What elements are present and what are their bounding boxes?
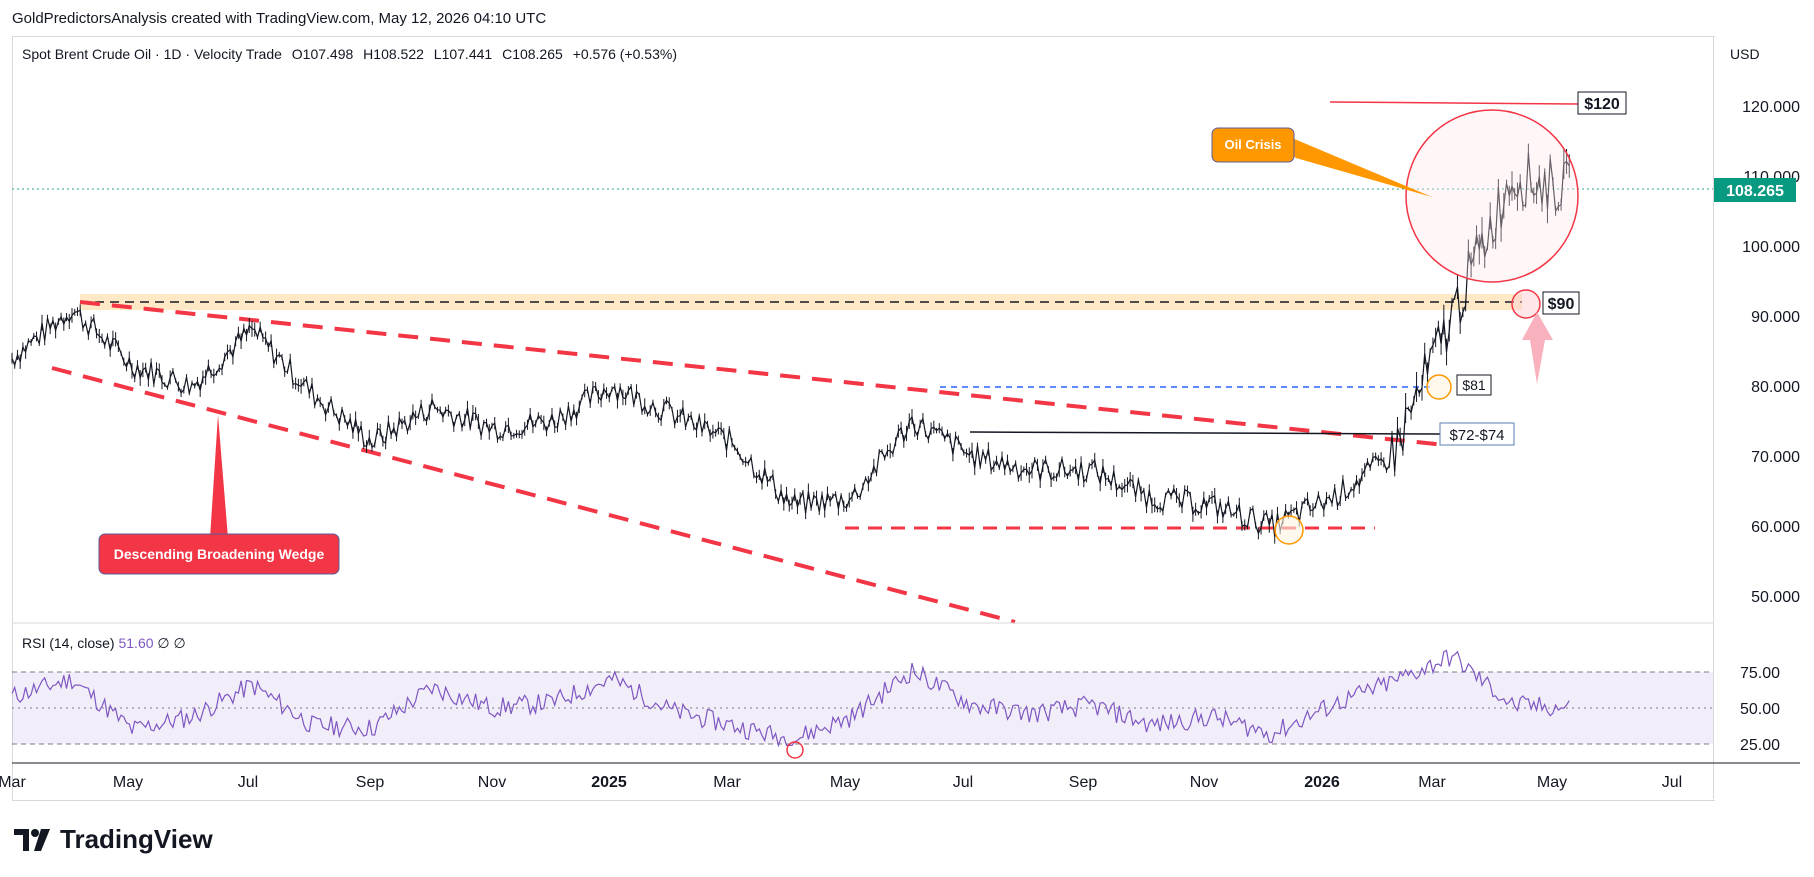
crisis-circle (1405, 109, 1579, 283)
rsi-axis: 75.00 50.00 25.00 (1740, 665, 1780, 754)
rsi-series (11, 649, 1570, 748)
rsi-tick-label: 75.00 (1740, 665, 1780, 682)
chart-frame (12, 36, 1715, 801)
price-tick-label: 120.000 (1742, 99, 1800, 116)
rsi-legend[interactable]: RSI (14, close) 51.60 ∅ ∅ (22, 635, 186, 652)
symbol-name[interactable]: Spot Brent Crude Oil · 1D · Velocity Tra… (22, 46, 282, 62)
ohlc-open: O107.498 (291, 46, 354, 62)
time-tick-label: Sep (356, 774, 385, 791)
ohlc-change: +0.576 (+0.53%) (572, 46, 677, 62)
symbol-legend[interactable]: Spot Brent Crude Oil · 1D · Velocity Tra… (22, 46, 683, 62)
tradingview-logo[interactable]: TradingView (14, 824, 213, 855)
crisis-callout-text: Oil Crisis (1224, 137, 1281, 152)
wedge-lower-line (51, 366, 1016, 624)
crisis-callout[interactable] (1211, 127, 1295, 163)
time-tick-label: Jul (1662, 774, 1682, 791)
label-90[interactable]: $90 (1542, 291, 1580, 315)
label-120[interactable]: $120 (1577, 91, 1627, 115)
label-72-74[interactable]: $72-$74 (1439, 422, 1515, 446)
resistance-72-74-line (969, 431, 1441, 435)
retest-circle (1511, 289, 1541, 319)
time-tick-label: Sep (1069, 774, 1098, 791)
time-tick-label: Jul (238, 774, 258, 791)
wedge-callout-text: Descending Broadening Wedge (114, 546, 325, 562)
price-tick-label: 90.000 (1751, 309, 1800, 326)
resistance-120-line (1329, 101, 1579, 105)
price-tick-label: 50.000 (1751, 589, 1800, 606)
label-81[interactable]: $81 (1456, 374, 1492, 396)
bottom-circle (1274, 515, 1304, 545)
price-series (11, 143, 1570, 544)
tradingview-brand: TradingView (60, 824, 213, 854)
time-tick-label: Jul (953, 774, 973, 791)
time-axis: Mar May Jul Sep Nov 2025 Mar May Jul Sep Nov 2026 Ma… (0, 774, 1682, 791)
time-tick-label: 2026 (1304, 774, 1340, 791)
rsi-divergence-circle (786, 741, 804, 759)
time-tick-label: Mar (713, 774, 741, 791)
price-axis-divider (1713, 36, 1714, 799)
last-price-tag (1714, 178, 1796, 202)
price-line (11, 152, 1570, 537)
up-arrow-icon (1522, 312, 1553, 384)
price-tick-label: 80.000 (1751, 379, 1800, 396)
price-tick-label: 60.000 (1751, 519, 1800, 536)
crisis-pointer (1285, 138, 1432, 197)
ohlc-high: H108.522 (363, 46, 424, 62)
time-tick-label: 2025 (591, 774, 627, 791)
rsi-extra-2: ∅ (173, 635, 186, 651)
time-tick-label: Mar (1418, 774, 1446, 791)
price-axis: 120.000110.000100.00090.00080.00070.0006… (1742, 99, 1800, 606)
time-tick-label: May (830, 774, 860, 791)
label-81-text: $81 (1462, 377, 1486, 393)
ohlc-low: L107.441 (433, 46, 493, 62)
ohlc-close: C108.265 (502, 46, 563, 62)
rsi-band (12, 672, 1713, 744)
wedge-pointer (210, 415, 228, 538)
rsi-value: 51.60 (118, 635, 154, 651)
last-price-text: 108.265 (1726, 183, 1784, 200)
rsi-extra-1: ∅ (157, 635, 170, 651)
label-90-text: $90 (1548, 296, 1575, 313)
rsi-tick-label: 50.00 (1740, 701, 1780, 718)
tradingview-logo-icon (14, 828, 50, 851)
currency-label[interactable]: USD (1730, 46, 1760, 62)
time-tick-label: May (113, 774, 143, 791)
rsi-line (11, 649, 1570, 748)
time-tick-label: May (1537, 774, 1567, 791)
price-tick-label: 70.000 (1751, 449, 1800, 466)
wedge-callout[interactable] (98, 533, 340, 575)
rsi-label: RSI (14, close) (22, 635, 115, 651)
price-tick-label: 100.000 (1742, 239, 1800, 256)
rsi-tick-label: 25.00 (1740, 737, 1780, 754)
label-120-text: $120 (1584, 96, 1620, 113)
time-tick-label: Nov (1190, 774, 1218, 791)
time-tick-label: Nov (478, 774, 506, 791)
wedge-upper-line (79, 300, 1446, 447)
label-72-74-text: $72-$74 (1449, 427, 1504, 444)
breakout-circle (1426, 374, 1452, 400)
time-tick-label: Mar (0, 774, 26, 791)
chart-credit: GoldPredictorsAnalysis created with Trad… (12, 10, 547, 27)
